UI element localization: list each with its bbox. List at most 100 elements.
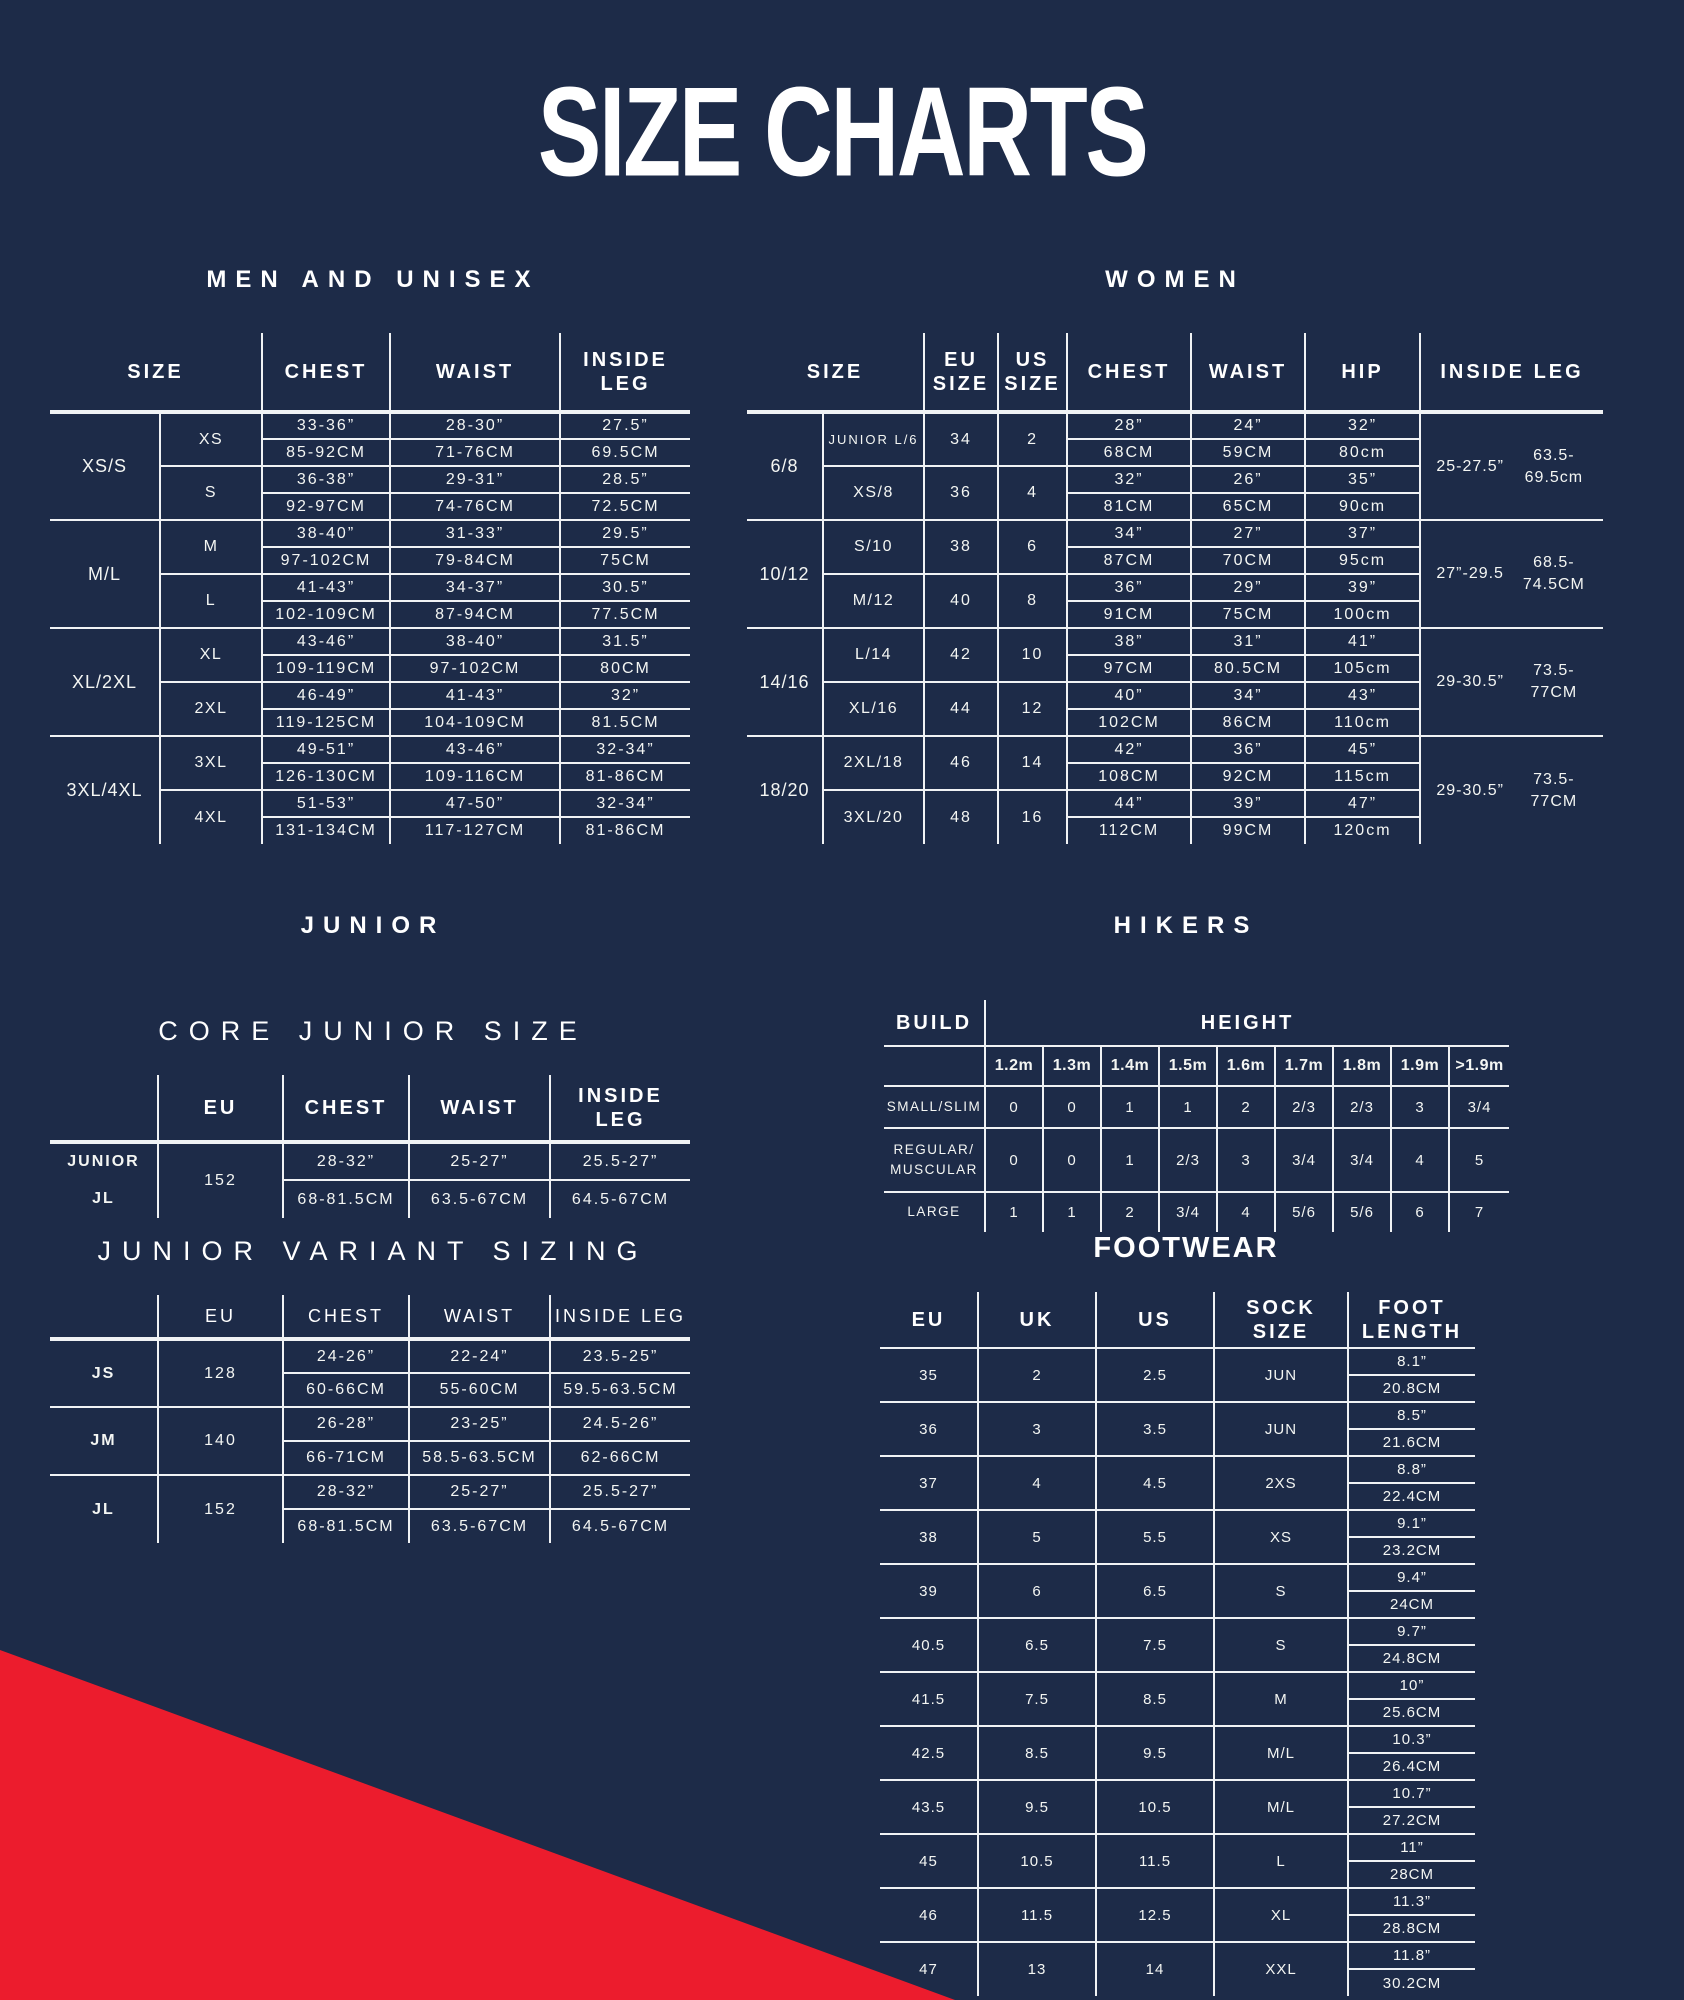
women-header-waist: WAIST <box>1190 333 1306 414</box>
footwear-uk-value: 13 <box>977 1942 1096 1996</box>
men-leg-value: 32-34” <box>559 736 691 764</box>
hikers-size-value: 2/3 <box>1274 1086 1333 1129</box>
core-junior-row-label: JL <box>92 1190 115 1207</box>
men-size-label: 4XL <box>158 790 263 844</box>
women-hip-value: 105cm <box>1304 655 1421 683</box>
men-leg-value: 28.5” <box>559 466 691 494</box>
women-group-label: 18/20 <box>759 780 810 800</box>
footwear-us-value: 7.5 <box>1095 1618 1214 1673</box>
women-waist-value: 70CM <box>1190 547 1306 575</box>
men-chest-value: 131-134CM <box>261 817 391 844</box>
women-us-value: 6 <box>997 520 1068 575</box>
men-leg-value: 81.5CM <box>559 709 691 737</box>
men-header-inside-leg: INSIDE LEG <box>559 333 691 414</box>
junior-variant-waist-value: 22-24” <box>408 1339 550 1374</box>
men-chest-value: 46-49” <box>261 682 391 710</box>
footwear-length-value: 8.1” <box>1347 1348 1475 1376</box>
men-leg-value: 32” <box>559 682 691 710</box>
women-chest-value: 112CM <box>1066 817 1192 844</box>
men-size-label: L <box>158 574 263 629</box>
hikers-size-value: 1 <box>1100 1086 1159 1129</box>
junior-variant-label: JM <box>50 1407 158 1476</box>
men-header-size: SIZE <box>50 333 263 414</box>
footwear-us-value: 14 <box>1095 1942 1214 1996</box>
hikers-size-value: 1 <box>1100 1128 1159 1193</box>
women-hip-value: 45” <box>1304 736 1421 764</box>
men-leg-value: 27.5” <box>559 412 691 440</box>
footwear-length-value: 28CM <box>1347 1861 1475 1889</box>
women-size-label: 2XL/18 <box>821 736 925 791</box>
section-men-unisex: MEN AND UNISEX <box>206 266 540 293</box>
footwear-us-value: 10.5 <box>1095 1780 1214 1835</box>
hikers-size-value: 4 <box>1390 1128 1449 1193</box>
women-hip-value: 95cm <box>1304 547 1421 575</box>
hikers-size-value: 0 <box>1042 1086 1101 1129</box>
men-group-label: M/L <box>50 520 160 629</box>
junior-variant-waist-value: 25-27” <box>408 1475 550 1510</box>
hikers-table: BUILD HEIGHT 1.2m 1.3m 1.4m 1.5m 1.6m 1.7m 1.8m 1… <box>884 1000 1510 1232</box>
women-us-value: 10 <box>997 628 1068 683</box>
footwear-eu-value: 45 <box>880 1834 978 1889</box>
hikers-build-label: LARGE <box>907 1204 961 1220</box>
hikers-size-value: 3/4 <box>1447 1086 1510 1129</box>
women-us-value: 12 <box>997 682 1068 737</box>
men-waist-value: 104-109CM <box>389 709 561 737</box>
women-waist-value: 92CM <box>1190 763 1306 791</box>
women-waist-value: 80.5CM <box>1190 655 1306 683</box>
footwear-length-value: 26.4CM <box>1347 1753 1475 1781</box>
hikers-height-label: 1.8m <box>1332 1046 1391 1087</box>
hikers-height-label: 1.2m <box>984 1046 1043 1087</box>
footwear-length-value: 9.1” <box>1347 1510 1475 1538</box>
junior-variant-leg-value: 23.5-25” <box>549 1339 690 1374</box>
men-chest-value: 41-43” <box>261 574 391 602</box>
footwear-sock-value: XS <box>1213 1510 1348 1565</box>
hikers-size-value: 1 <box>984 1192 1043 1232</box>
footwear-eu-value: 37 <box>880 1456 978 1511</box>
men-waist-value: 41-43” <box>389 682 561 710</box>
core-junior-header: EU <box>157 1075 283 1144</box>
junior-variant-leg-value: 24.5-26” <box>549 1407 690 1442</box>
junior-variant-chest-value: 68-81.5CM <box>282 1509 409 1543</box>
women-inside-leg-value: 27”-29.568.5-74.5CM <box>1419 520 1604 629</box>
footwear-uk-value: 7.5 <box>977 1672 1096 1727</box>
junior-variant-label: JS <box>50 1339 158 1408</box>
footwear-uk-value: 5 <box>977 1510 1096 1565</box>
women-size-label: M/12 <box>821 574 925 629</box>
women-chest-value: 108CM <box>1066 763 1192 791</box>
women-eu-value: 38 <box>923 520 999 575</box>
women-hip-value: 90cm <box>1304 493 1421 521</box>
men-chest-value: 49-51” <box>261 736 391 764</box>
hikers-height-label: >1.9m <box>1447 1046 1510 1087</box>
hikers-size-value: 3 <box>1390 1086 1449 1129</box>
junior-variant-chest-value: 60-66CM <box>282 1373 409 1408</box>
women-header-inside-leg: INSIDE LEG <box>1419 333 1604 414</box>
junior-variant-chest-value: 28-32” <box>282 1475 409 1510</box>
men-chest-value: 33-36” <box>261 412 391 440</box>
women-hip-value: 32” <box>1304 412 1421 440</box>
men-waist-value: 117-127CM <box>389 817 561 844</box>
footwear-length-value: 24CM <box>1347 1591 1475 1619</box>
footwear-us-value: 11.5 <box>1095 1834 1214 1889</box>
men-chest-value: 97-102CM <box>261 547 391 575</box>
hikers-size-value: 5 <box>1447 1128 1510 1193</box>
footwear-length-value: 9.4” <box>1347 1564 1475 1592</box>
footwear-sock-value: XL <box>1213 1888 1348 1943</box>
men-size-label: XS <box>158 412 263 467</box>
men-leg-value: 31.5” <box>559 628 691 656</box>
men-chest-value: 38-40” <box>261 520 391 548</box>
women-chest-value: 97CM <box>1066 655 1192 683</box>
men-waist-value: 87-94CM <box>389 601 561 629</box>
women-waist-value: 86CM <box>1190 709 1306 737</box>
women-chest-value: 34” <box>1066 520 1192 548</box>
women-eu-value: 42 <box>923 628 999 683</box>
junior-variant-chest-value: 24-26” <box>282 1339 409 1374</box>
women-waist-value: 29” <box>1190 574 1306 602</box>
women-size-label: S/10 <box>821 520 925 575</box>
footwear-uk-value: 6.5 <box>977 1618 1096 1673</box>
women-waist-value: 27” <box>1190 520 1306 548</box>
women-header-eu: EU SIZE <box>923 333 999 414</box>
footwear-length-value: 27.2CM <box>1347 1807 1475 1835</box>
hikers-height-label: 1.4m <box>1100 1046 1159 1087</box>
women-waist-value: 39” <box>1190 790 1306 818</box>
footwear-uk-value: 4 <box>977 1456 1096 1511</box>
